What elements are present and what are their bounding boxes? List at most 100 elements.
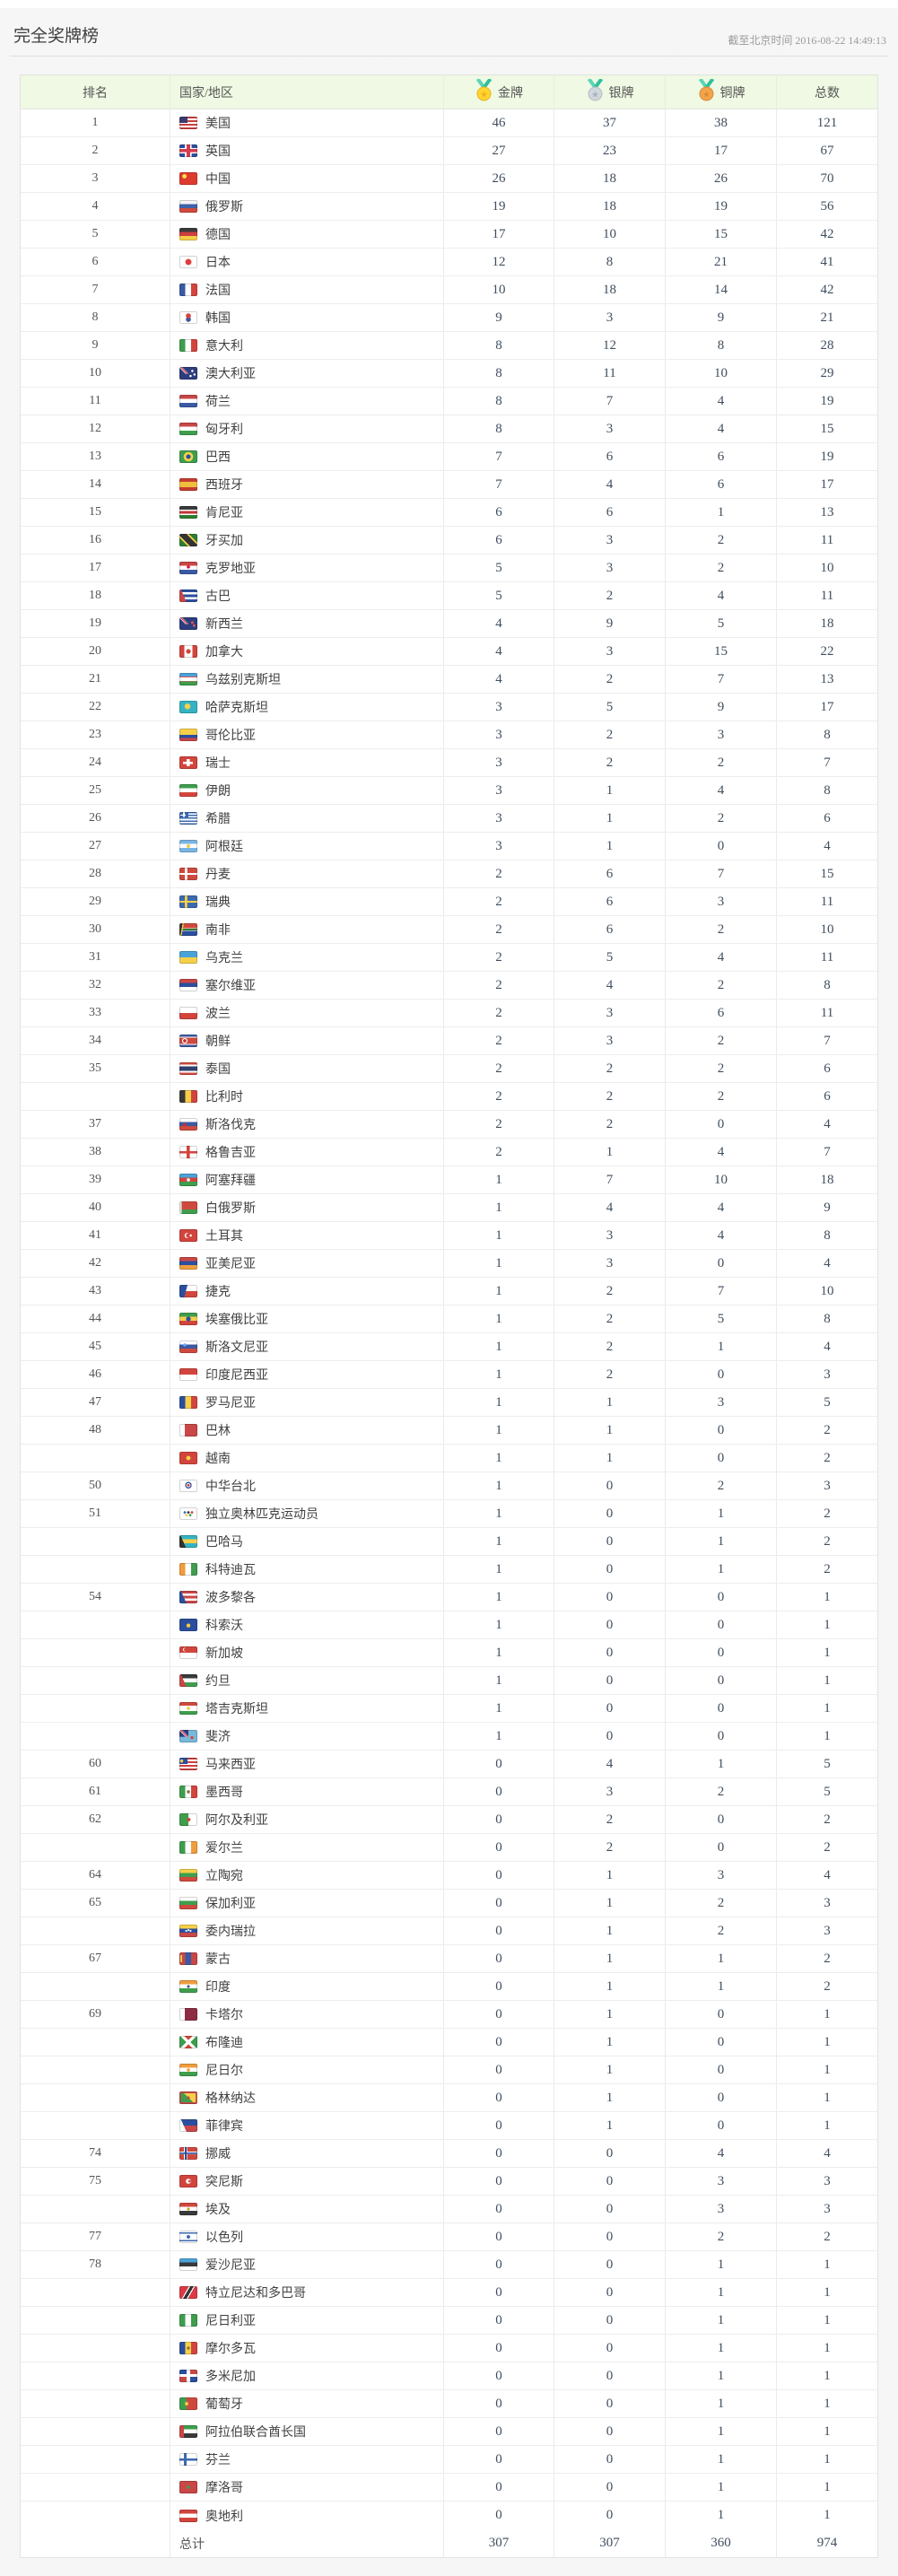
total-count: 5 xyxy=(824,1784,831,1799)
gold-count: 1 xyxy=(444,1222,554,1249)
bronze-count: 1 xyxy=(666,2390,777,2417)
country-cell: 波兰 xyxy=(170,1000,444,1026)
gold-count: 26 xyxy=(444,165,554,192)
country-cell: 牙买加 xyxy=(170,527,444,554)
bs-flag-icon xyxy=(179,1535,197,1548)
total-count: 2 xyxy=(824,1533,831,1549)
si-flag-icon xyxy=(179,1340,197,1353)
gold-count: 2 xyxy=(444,1139,554,1166)
silver-count: 2 xyxy=(554,582,666,609)
bronze-count: 0 xyxy=(666,833,777,860)
table-row: 40 白俄罗斯 1 4 4 9 xyxy=(21,1194,877,1222)
table-row: 20 加拿大 4 3 15 22 xyxy=(21,638,877,666)
jo-flag-icon xyxy=(179,1674,197,1687)
total-count: 1 xyxy=(824,2451,831,2467)
gold-count: 0 xyxy=(444,2502,554,2529)
total-count: 13 xyxy=(820,504,834,520)
silver-count: 0 xyxy=(554,2418,666,2445)
uz-flag-icon xyxy=(179,673,197,685)
bronze-count: 0 xyxy=(666,2056,777,2083)
country-cell: 印度 xyxy=(170,1973,444,2000)
rank-cell: 2 xyxy=(21,137,170,164)
header-bronze: ★ 铜牌 xyxy=(666,75,777,109)
gold-count: 0 xyxy=(444,2084,554,2111)
fr-flag-icon xyxy=(179,284,197,296)
silver-count: 2 xyxy=(554,1278,666,1305)
table-row: 科特迪瓦 1 0 1 2 xyxy=(21,1556,877,1584)
table-row: 8 韩国 9 3 9 21 xyxy=(21,304,877,332)
country-cell: 亚美尼亚 xyxy=(170,1250,444,1277)
bronze-count: 1 xyxy=(666,2251,777,2278)
silver-count: 11 xyxy=(554,360,666,387)
country-name: 巴西 xyxy=(205,451,231,465)
sg-flag-icon xyxy=(179,1646,197,1659)
country-name: 古巴 xyxy=(205,590,231,604)
hu-flag-icon xyxy=(179,423,197,435)
country-name: 牙买加 xyxy=(205,535,243,548)
country-name: 特立尼达和多巴哥 xyxy=(205,2287,306,2301)
country-cell: 蒙古 xyxy=(170,1945,444,1972)
oly-flag-icon xyxy=(179,1507,197,1520)
country-name: 科索沃 xyxy=(205,1620,243,1633)
silver-count: 1 xyxy=(554,2084,666,2111)
silver-count: 1 xyxy=(554,1417,666,1444)
us-flag-icon xyxy=(179,117,197,129)
country-name: 蒙古 xyxy=(205,1953,231,1967)
rank-cell xyxy=(21,2390,170,2417)
gold-medal-icon: ★ xyxy=(475,79,493,101)
country-name: 尼日利亚 xyxy=(205,2315,256,2328)
country-cell: 南非 xyxy=(170,916,444,943)
country-name: 芬兰 xyxy=(205,2454,231,2467)
silver-count: 1 xyxy=(554,833,666,860)
medal-table: 排名 国家/地区 ★ 金牌 ★ 银牌 xyxy=(20,74,878,2558)
do-flag-icon xyxy=(179,2370,197,2382)
country-name: 乌兹别克斯坦 xyxy=(205,674,281,687)
table-row: 2 英国 27 23 17 67 xyxy=(21,137,877,165)
country-name: 西班牙 xyxy=(205,479,243,493)
rank-cell: 65 xyxy=(21,1890,170,1917)
country-cell: 斯洛文尼亚 xyxy=(170,1333,444,1360)
country-cell: 乌克兰 xyxy=(170,944,444,971)
gold-count: 0 xyxy=(444,2196,554,2222)
country-cell: 希腊 xyxy=(170,805,444,832)
table-row: 19 新西兰 4 9 5 18 xyxy=(21,610,877,638)
total-count: 10 xyxy=(820,921,834,937)
ar-flag-icon xyxy=(179,840,197,852)
table-row: 17 克罗地亚 5 3 2 10 xyxy=(21,554,877,582)
timestamp: 截至北京时间 2016-08-22 14:49:13 xyxy=(728,34,886,47)
table-row: 39 阿塞拜疆 1 7 10 18 xyxy=(21,1166,877,1194)
ua-flag-icon xyxy=(179,951,197,964)
header-rank: 排名 xyxy=(21,75,170,109)
rank-cell: 34 xyxy=(21,1027,170,1054)
country-name: 摩洛哥 xyxy=(205,2482,243,2495)
table-row: 54 波多黎各 1 0 0 1 xyxy=(21,1584,877,1611)
table-row: 格林纳达 0 1 0 1 xyxy=(21,2084,877,2112)
country-name: 丹麦 xyxy=(205,869,231,882)
country-name: 克罗地亚 xyxy=(205,563,256,576)
total-count: 4 xyxy=(824,1339,831,1354)
total-count: 1 xyxy=(824,1728,831,1743)
silver-count: 0 xyxy=(554,2335,666,2362)
de-flag-icon xyxy=(179,228,197,240)
country-name: 越南 xyxy=(205,1453,231,1466)
bronze-count: 0 xyxy=(666,1806,777,1833)
table-row: 24 瑞士 3 2 2 7 xyxy=(21,749,877,777)
total-count: 2 xyxy=(824,1450,831,1465)
silver-count: 3 xyxy=(554,1027,666,1054)
tr-flag-icon xyxy=(179,1229,197,1242)
total-count: 8 xyxy=(824,782,831,798)
rank-cell: 37 xyxy=(21,1111,170,1138)
bronze-count: 2 xyxy=(666,2223,777,2250)
rank-cell: 10 xyxy=(21,360,170,387)
rank-cell: 18 xyxy=(21,582,170,609)
gold-count: 3 xyxy=(444,777,554,804)
bronze-count: 4 xyxy=(666,582,777,609)
rank-cell xyxy=(21,2418,170,2445)
bronze-medal-icon: ★ xyxy=(698,79,714,101)
total-count: 1 xyxy=(824,2423,831,2439)
silver-count: 0 xyxy=(554,1667,666,1694)
bronze-count: 7 xyxy=(666,666,777,693)
bronze-count: 2 xyxy=(666,1890,777,1917)
table-row: 约旦 1 0 0 1 xyxy=(21,1667,877,1695)
rank-cell xyxy=(21,2446,170,2473)
